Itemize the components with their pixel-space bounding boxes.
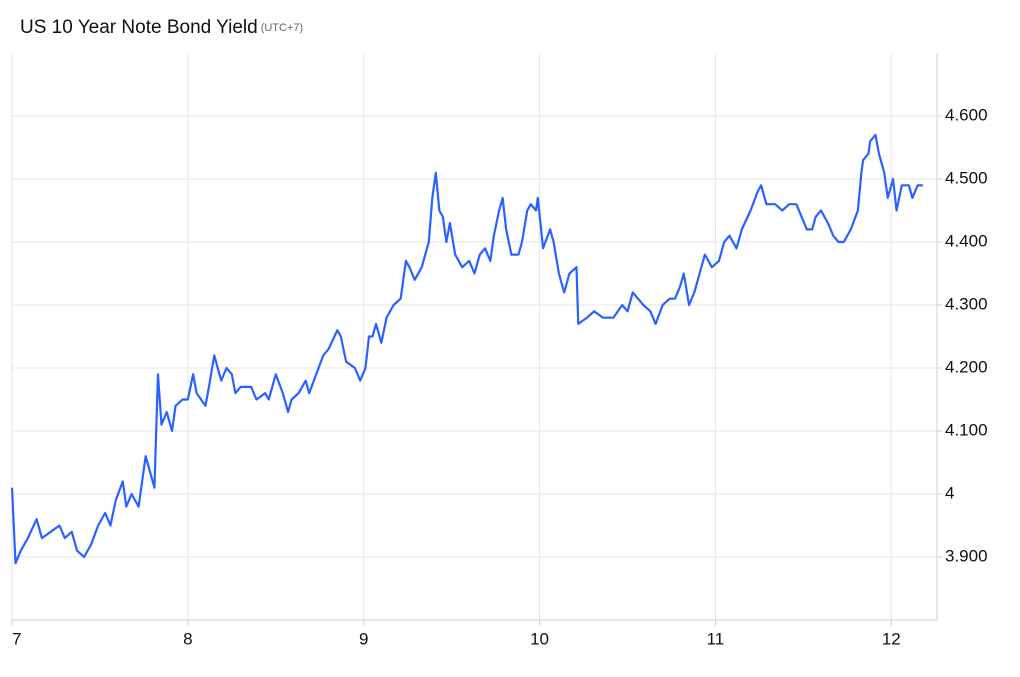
- x-tick-label: 9: [359, 629, 368, 648]
- x-tick-label: 10: [530, 629, 549, 648]
- y-tick-label: 4.100: [945, 420, 988, 439]
- x-tick-label: 8: [183, 629, 192, 648]
- x-tick-label: 11: [707, 629, 725, 648]
- subtitle: (UTC+7): [261, 22, 303, 34]
- y-tick-label: 4.600: [945, 105, 988, 124]
- title: US 10 Year Note Bond Yield: [20, 17, 258, 38]
- x-tick-label: 7: [12, 629, 21, 648]
- y-tick-label: 4.300: [945, 294, 988, 313]
- chart-title: US 10 Year Note Bond Yield (UTC+7): [20, 17, 303, 38]
- y-tick-label: 4.500: [945, 168, 988, 187]
- yield-line: [10, 133, 923, 565]
- y-tick-label: 4.400: [945, 231, 988, 250]
- x-tick-label: 12: [882, 629, 901, 648]
- y-tick-label: 4.200: [945, 357, 988, 376]
- y-tick-label: 4: [945, 483, 954, 502]
- y-tick-label: 3.900: [945, 546, 988, 565]
